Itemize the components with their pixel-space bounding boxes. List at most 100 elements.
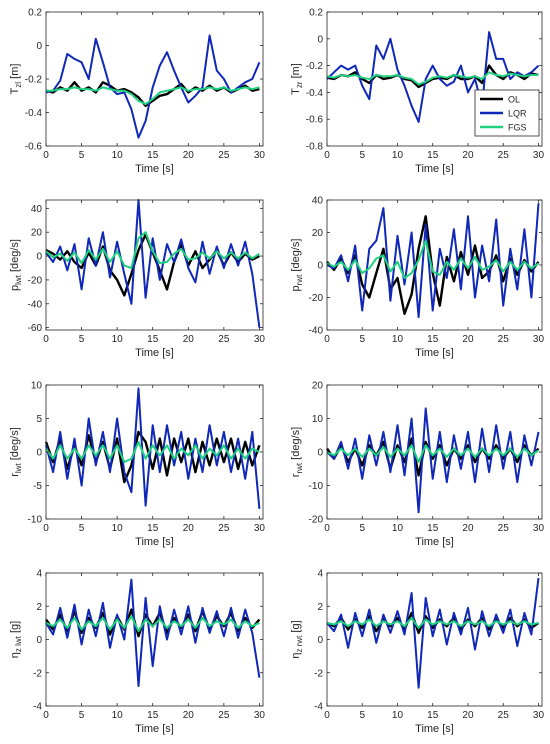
y-tick-label: 0 xyxy=(317,261,323,272)
y-axis-label: rrwt [deg/s] xyxy=(290,427,304,477)
x-tick-label: 25 xyxy=(218,523,230,534)
x-tick-label: 20 xyxy=(183,523,195,534)
x-tick-label: 0 xyxy=(324,523,330,534)
y-tick-label: -2 xyxy=(33,668,42,679)
y-tick-label: 5 xyxy=(36,414,42,425)
y-tick-label: -40 xyxy=(28,299,43,310)
y-axis-label: rlwt [deg/s] xyxy=(9,427,23,477)
x-tick-label: 10 xyxy=(392,150,404,161)
x-tick-label: 10 xyxy=(392,334,404,345)
y-tick-label: -0.6 xyxy=(306,115,324,126)
x-tick-label: 0 xyxy=(43,523,49,534)
x-tick-label: 15 xyxy=(147,150,159,161)
y-tick-label: 4 xyxy=(36,569,42,580)
x-tick-label: 30 xyxy=(533,334,545,345)
x-tick-label: 0 xyxy=(324,150,330,161)
x-tick-label: 10 xyxy=(112,334,124,345)
x-tick-label: 30 xyxy=(254,523,266,534)
subplot-4: 0 5 10 15 20 25 30 40 20 0 -20 -40 Time [s] prwt [deg… xyxy=(290,196,544,360)
series-line-fgs xyxy=(45,440,260,464)
series-line-lqr xyxy=(326,31,540,123)
x-tick-label: 25 xyxy=(498,334,510,345)
subplot-5: 0 5 10 15 20 25 30 10 5 0 -5 -10 Time [s] rlwt [deg/s… xyxy=(9,381,265,549)
x-axis-label: Time [s] xyxy=(415,723,454,735)
x-tick-label: 0 xyxy=(43,150,49,161)
x-tick-label: 15 xyxy=(147,523,159,534)
x-tick-label: 5 xyxy=(79,150,85,161)
x-tick-label: 10 xyxy=(392,710,404,721)
series-line-lqr xyxy=(45,34,261,139)
x-tick-label: 25 xyxy=(218,150,230,161)
y-tick-label: 0 xyxy=(36,41,42,52)
series-line-fgs xyxy=(326,71,539,86)
y-tick-label: -0.4 xyxy=(25,108,43,119)
x-axis-label: Time [s] xyxy=(415,347,454,359)
y-axis-label: Tzl [m] xyxy=(9,64,23,95)
legend: OL LQR FGS xyxy=(474,89,540,137)
plot-area xyxy=(46,573,263,706)
x-tick-label: 5 xyxy=(79,334,85,345)
x-tick-label: 30 xyxy=(254,150,266,161)
x-tick-label: 0 xyxy=(324,334,330,345)
y-tick-label: 10 xyxy=(31,381,43,392)
series-line-lqr xyxy=(45,387,261,509)
x-tick-label: 20 xyxy=(462,523,474,534)
x-tick-label: 5 xyxy=(359,710,365,721)
y-axis-label: ηz lwt [g] xyxy=(9,621,23,658)
x-tick-label: 30 xyxy=(533,710,545,721)
y-tick-label: 40 xyxy=(312,196,324,207)
x-tick-label: 20 xyxy=(183,334,195,345)
y-tick-label: 0 xyxy=(317,34,323,45)
x-tick-label: 15 xyxy=(427,150,439,161)
series-line-fgs xyxy=(45,615,260,633)
x-axis-label: Time [s] xyxy=(415,536,454,548)
subplot-2: 0 5 10 15 20 25 30 0.2 0 -0.2 -0.4 -0.6 -0.8 Time [s]… xyxy=(290,8,544,176)
x-tick-label: 20 xyxy=(462,710,474,721)
y-tick-label: 0 xyxy=(36,635,42,646)
series-line-fgs xyxy=(46,86,260,106)
x-tick-label: 10 xyxy=(112,150,124,161)
plot-area xyxy=(46,385,263,519)
series-line-lqr xyxy=(326,577,540,689)
x-tick-label: 5 xyxy=(359,150,365,161)
x-tick-label: 25 xyxy=(498,710,510,721)
y-tick-label: -60 xyxy=(28,323,43,334)
x-tick-label: 20 xyxy=(462,150,474,161)
x-tick-label: 25 xyxy=(498,150,510,161)
x-tick-label: 30 xyxy=(533,523,545,534)
y-tick-label: 20 xyxy=(31,228,43,239)
x-tick-label: 30 xyxy=(254,334,266,345)
series-line-lqr xyxy=(326,203,540,318)
y-tick-label: 40 xyxy=(31,204,43,215)
series-line-lqr xyxy=(45,199,261,328)
plot-area xyxy=(327,200,542,330)
x-axis-label: Time [s] xyxy=(415,163,454,175)
x-tick-label: 0 xyxy=(324,710,330,721)
x-tick-label: 25 xyxy=(498,523,510,534)
x-tick-label: 30 xyxy=(254,710,266,721)
series-line-lqr xyxy=(326,407,540,514)
subplot-3: 0 5 10 15 20 25 30 40 20 0 -20 -40 -60 Time [s] plwt [… xyxy=(9,199,266,359)
x-tick-label: 5 xyxy=(359,523,365,534)
y-tick-label: 4 xyxy=(317,569,323,580)
y-axis-label: ηz rwt [g] xyxy=(290,620,304,658)
legend-label: OL xyxy=(508,95,520,105)
y-tick-label: 0 xyxy=(317,635,323,646)
y-tick-label: -4 xyxy=(314,702,323,713)
y-tick-label: -40 xyxy=(309,326,324,337)
y-tick-label: 2 xyxy=(36,602,42,613)
axes-frame xyxy=(45,199,264,331)
legend-label: LQR xyxy=(508,109,527,119)
x-tick-label: 30 xyxy=(533,150,545,161)
y-tick-label: -20 xyxy=(309,293,324,304)
x-tick-label: 25 xyxy=(218,334,230,345)
x-tick-label: 0 xyxy=(43,334,49,345)
y-axis-label: Tzr [m] xyxy=(290,63,304,95)
y-tick-label: -0.8 xyxy=(306,142,324,153)
series-line-lqr xyxy=(45,578,261,687)
y-tick-label: -20 xyxy=(309,515,324,526)
x-tick-label: 10 xyxy=(392,523,404,534)
